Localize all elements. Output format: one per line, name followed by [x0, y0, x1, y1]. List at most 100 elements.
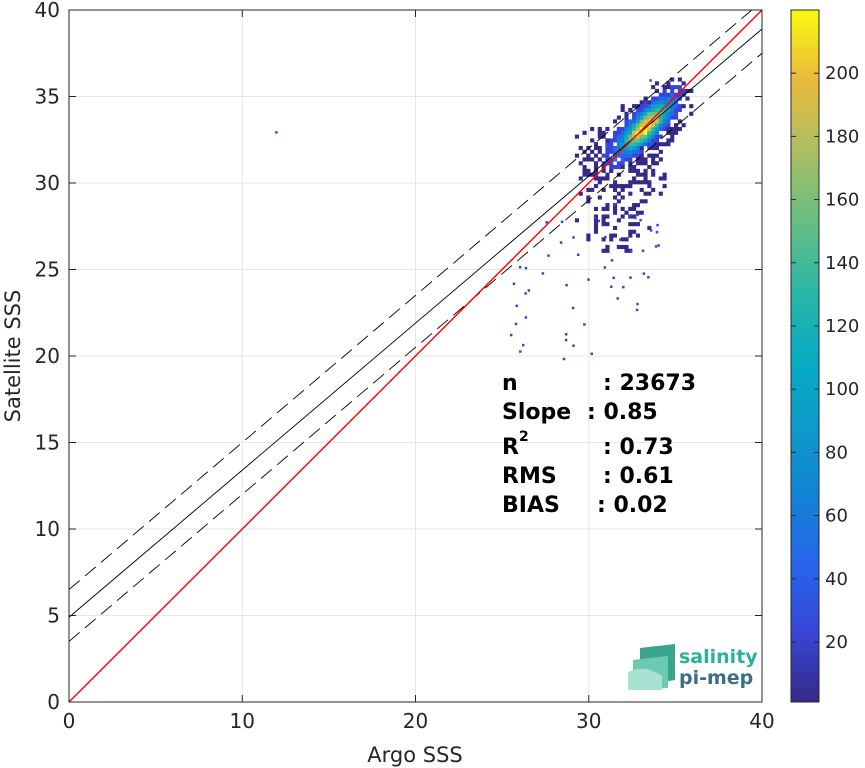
density-cell — [643, 119, 648, 124]
density-cell — [613, 195, 618, 200]
density-cell — [689, 88, 694, 93]
density-cell — [609, 161, 614, 166]
density-cell — [651, 115, 656, 120]
density-cell — [632, 180, 637, 185]
density-cell — [613, 153, 618, 158]
density-cell — [635, 222, 640, 227]
density-cell — [673, 111, 679, 116]
density-cell — [609, 165, 614, 170]
x-tick-label: 10 — [230, 709, 255, 733]
logo-line-2: pi-mep — [679, 667, 753, 689]
density-cell — [635, 145, 640, 151]
density-cell — [613, 149, 618, 154]
density-cell — [662, 115, 667, 120]
density-cell — [632, 153, 637, 158]
stat-bias-value: : 0.02 — [597, 493, 668, 518]
density-cell — [605, 153, 610, 158]
density-cell — [593, 176, 599, 181]
density-cell — [643, 161, 648, 166]
density-cell — [613, 134, 618, 139]
density-cell — [586, 145, 591, 151]
density-cell — [620, 153, 625, 158]
density-cell — [654, 145, 660, 151]
density-cell — [647, 184, 652, 189]
density-cell — [624, 157, 629, 162]
density-cell — [628, 119, 633, 124]
density-cell — [639, 134, 644, 139]
density-cell — [666, 107, 671, 113]
density-cell — [616, 191, 621, 196]
density-cell — [605, 172, 610, 177]
density-cell — [673, 126, 679, 132]
density-cell — [632, 176, 637, 181]
density-cell — [613, 145, 618, 151]
density-cell — [658, 115, 663, 120]
density-cell — [658, 142, 663, 147]
outlier-point — [604, 235, 607, 239]
density-cell — [658, 111, 663, 116]
density-cell — [651, 107, 656, 113]
density-cell — [654, 138, 660, 143]
density-cell — [639, 153, 644, 158]
density-cell — [632, 214, 637, 219]
density-cell — [651, 134, 656, 139]
density-cell — [586, 172, 591, 177]
density-cell — [605, 214, 610, 219]
density-cell — [662, 119, 667, 124]
density-cell — [647, 111, 652, 116]
density-cell — [677, 85, 682, 90]
outlier-point — [649, 229, 653, 232]
density-cell — [647, 145, 652, 151]
density-cell — [666, 85, 671, 90]
density-cell — [597, 126, 602, 132]
density-cell — [593, 165, 599, 170]
density-cell — [613, 187, 618, 192]
y-tick-label: 35 — [35, 85, 60, 109]
density-cell — [632, 115, 637, 120]
density-cell — [654, 111, 660, 116]
density-cell — [632, 203, 637, 208]
outlier-point — [275, 131, 278, 134]
density-cell — [620, 237, 625, 242]
density-cell — [677, 88, 682, 93]
colorbar-ticks: 20 40 60 80 100 120 140 160 180 200 — [791, 63, 859, 653]
density-cell — [643, 142, 648, 147]
density-cell — [624, 138, 629, 143]
density-cell — [635, 172, 640, 177]
density-cell — [635, 126, 640, 132]
density-cell — [605, 206, 610, 211]
density-cell — [662, 111, 667, 116]
density-cell — [601, 222, 606, 227]
density-cell — [616, 142, 621, 147]
outlier-point — [518, 265, 522, 269]
outlier-point — [629, 214, 633, 217]
density-cell — [574, 218, 580, 223]
density-cell — [635, 168, 640, 173]
density-cell — [673, 107, 679, 113]
outlier-point — [572, 236, 575, 239]
outlier-point — [636, 302, 639, 306]
y-tick-label: 20 — [35, 344, 60, 368]
density-cell — [620, 130, 625, 135]
density-cell — [593, 225, 599, 231]
stat-slope-label: Slope — [502, 400, 571, 425]
density-cell — [662, 184, 667, 189]
density-cell — [624, 115, 629, 120]
stat-n-value: : 23673 — [603, 371, 696, 396]
density-cell — [666, 100, 671, 105]
density-cell — [620, 161, 625, 166]
density-cell — [628, 161, 633, 166]
colorbar-tick-label: 180 — [825, 126, 859, 147]
density-cell — [639, 149, 644, 154]
outlier-point — [618, 238, 622, 241]
density-cell — [658, 100, 663, 105]
outlier-point — [597, 219, 600, 223]
density-cell — [586, 168, 591, 173]
density-cell — [662, 107, 667, 113]
density-cell — [673, 130, 679, 135]
density-cell — [651, 145, 656, 151]
stat-slope-value: : 0.85 — [587, 400, 658, 425]
density-cell — [677, 104, 682, 109]
density-cell — [651, 123, 656, 128]
outlier-point — [572, 344, 575, 347]
